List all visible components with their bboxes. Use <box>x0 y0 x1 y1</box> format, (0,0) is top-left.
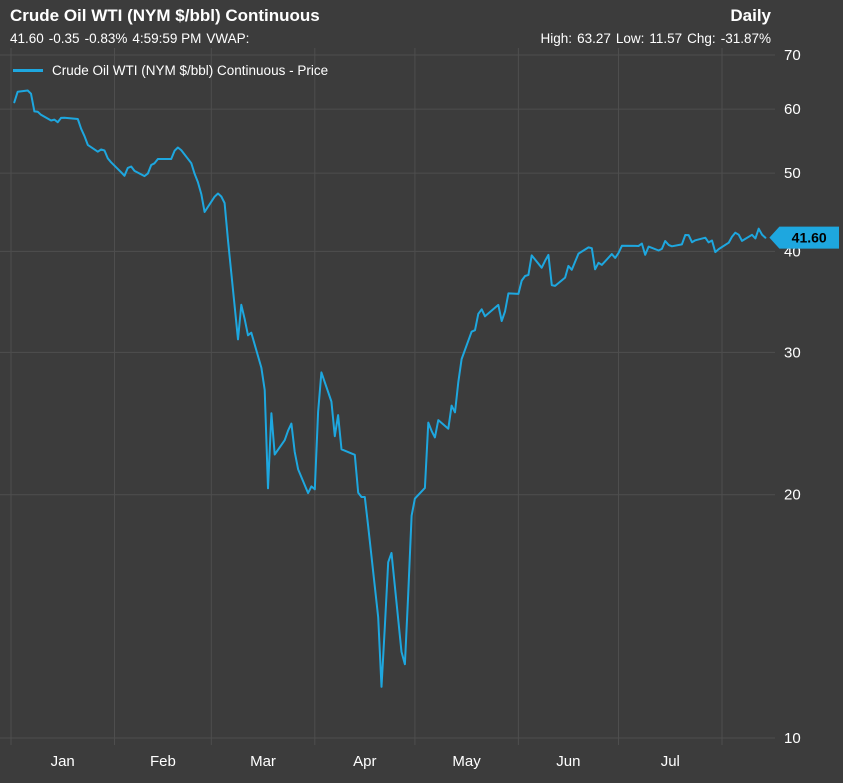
frequency-label: Daily <box>730 6 771 25</box>
high-label: High: <box>540 31 573 47</box>
last-price-tag <box>769 226 839 249</box>
y-axis-label: 30 <box>784 344 801 361</box>
x-axis-label: Jan <box>51 753 75 770</box>
y-axis-label: 10 <box>784 730 801 747</box>
high-value: 63.27 <box>577 31 611 47</box>
y-axis-label: 50 <box>784 165 801 182</box>
last-price-tag-value: 41.60 <box>792 230 827 246</box>
x-axis-label: May <box>452 753 481 770</box>
x-axis-label: Jun <box>556 753 580 770</box>
low-value: 11.57 <box>649 31 683 47</box>
x-axis-label: Apr <box>353 753 376 770</box>
low-label: Low: <box>615 31 645 47</box>
quote-summary: 41.60 -0.35 -0.83% 4:59:59 PM VWAP: <box>10 31 249 47</box>
price-change-pct: -0.83% <box>84 31 128 47</box>
x-axis-label: Jul <box>661 753 680 770</box>
session-stats: High: 63.27 Low: 11.57 Chg: -31.87% <box>541 31 771 47</box>
x-axis-label: Mar <box>250 753 276 770</box>
price-change: -0.35 <box>48 31 80 47</box>
series-color-swatch <box>13 69 43 72</box>
quote-time: 4:59:59 PM <box>132 31 202 47</box>
price-line <box>13 89 767 688</box>
chg-value: -31.87% <box>720 31 771 47</box>
y-axis-label: 20 <box>784 487 801 504</box>
legend-item[interactable]: Crude Oil WTI (NYM $/bbl) Continuous - P… <box>13 63 328 78</box>
legend-label: Crude Oil WTI (NYM $/bbl) Continuous - P… <box>52 63 329 78</box>
y-axis-label: 70 <box>784 47 801 64</box>
gridlines <box>0 48 775 745</box>
y-axis-label: 60 <box>784 101 801 118</box>
chart-title: Crude Oil WTI (NYM $/bbl) Continuous <box>10 6 320 25</box>
x-axis-label: Feb <box>150 753 176 770</box>
chart-header: Crude Oil WTI (NYM $/bbl) Continuous Dai… <box>0 0 843 48</box>
last-price: 41.60 <box>10 31 44 47</box>
chg-label: Chg: <box>687 31 716 47</box>
vwap-label: VWAP: <box>206 31 250 47</box>
